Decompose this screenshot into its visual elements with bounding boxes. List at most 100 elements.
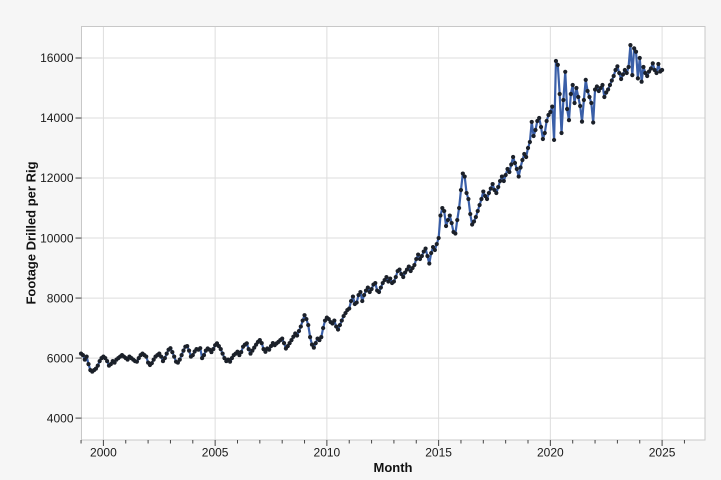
data-point (406, 264, 411, 269)
x-tick-label: 2020 (537, 446, 564, 460)
data-point (134, 359, 140, 364)
data-point (419, 253, 424, 259)
data-point (592, 87, 598, 92)
y-tick-labels: 4000 6000 8000 10000 12000 14000 16000 (40, 51, 74, 425)
data-point (457, 205, 462, 211)
data-point (529, 119, 534, 125)
data-point (268, 343, 274, 349)
data-point (473, 214, 478, 220)
data-point (440, 205, 445, 211)
data-point (429, 250, 434, 256)
data-point (484, 196, 490, 202)
data-point (304, 316, 309, 322)
data-point (365, 285, 370, 290)
data-point (486, 190, 491, 196)
data-point (447, 213, 452, 218)
data-point (652, 67, 657, 73)
data-point (287, 340, 292, 346)
data-point (337, 322, 343, 328)
data-point (198, 346, 203, 351)
data-point (443, 223, 449, 229)
data-point (298, 324, 303, 329)
x-tick-label: 2010 (314, 446, 341, 460)
data-point (302, 313, 307, 318)
data-point (267, 347, 272, 352)
data-point (321, 325, 326, 331)
data-point (244, 341, 249, 346)
data-point (285, 343, 290, 349)
data-point (317, 337, 322, 343)
data-point (483, 193, 488, 199)
data-point (464, 190, 469, 196)
data-point (617, 70, 622, 76)
data-point (125, 357, 130, 362)
data-point (93, 366, 99, 371)
y-tick-label: 6000 (47, 351, 74, 365)
data-point (367, 289, 372, 295)
y-axis-title: Footage Drilled per Rig (23, 161, 39, 305)
data-point (410, 265, 415, 271)
data-point (453, 231, 458, 236)
data-point (637, 55, 642, 61)
data-point (218, 346, 223, 352)
x-tick-label: 2005 (202, 446, 229, 460)
data-point (388, 276, 393, 281)
data-point (347, 306, 352, 311)
data-point (542, 130, 547, 136)
data-point (281, 340, 287, 346)
data-point (605, 87, 611, 92)
data-point (416, 252, 421, 257)
data-point (578, 103, 583, 109)
data-point (604, 90, 609, 95)
data-point (319, 334, 324, 340)
data-point (412, 262, 417, 268)
data-point (103, 355, 108, 361)
data-point (343, 310, 348, 316)
data-point (404, 267, 410, 272)
data-point (481, 189, 486, 194)
data-point (332, 318, 337, 323)
data-point (434, 241, 439, 247)
data-point (555, 62, 560, 68)
data-point (568, 91, 573, 97)
data-point (516, 174, 521, 179)
y-tick-label: 10000 (40, 231, 74, 245)
data-point (609, 78, 614, 83)
data-point (613, 67, 618, 73)
data-point (466, 196, 471, 202)
data-point (576, 94, 581, 100)
data-point (149, 361, 154, 366)
data-point (211, 346, 216, 352)
data-point (402, 270, 408, 275)
data-point (384, 274, 389, 280)
data-point (503, 172, 508, 178)
x-tick-label: 2015 (425, 446, 452, 460)
plot-frame (81, 26, 706, 441)
data-point (97, 358, 102, 364)
data-point (235, 349, 240, 354)
data-point (391, 279, 397, 284)
data-point (594, 84, 600, 89)
data-point (546, 112, 551, 118)
data-point (505, 166, 510, 172)
series-points (78, 43, 665, 374)
data-point (531, 133, 536, 139)
data-point (460, 171, 465, 176)
data-point (341, 313, 346, 319)
data-point (535, 118, 540, 124)
data-point (479, 196, 484, 202)
data-point (566, 118, 572, 123)
data-point (294, 333, 300, 338)
data-point (369, 286, 374, 292)
data-point (624, 70, 629, 76)
data-point (160, 358, 166, 364)
data-point (643, 70, 648, 76)
data-point (468, 211, 473, 217)
data-point (82, 357, 87, 362)
data-point (572, 100, 577, 106)
data-point (639, 79, 644, 84)
data-point (291, 334, 296, 339)
data-point (334, 324, 339, 329)
data-point (417, 256, 423, 262)
data-point (408, 268, 413, 274)
